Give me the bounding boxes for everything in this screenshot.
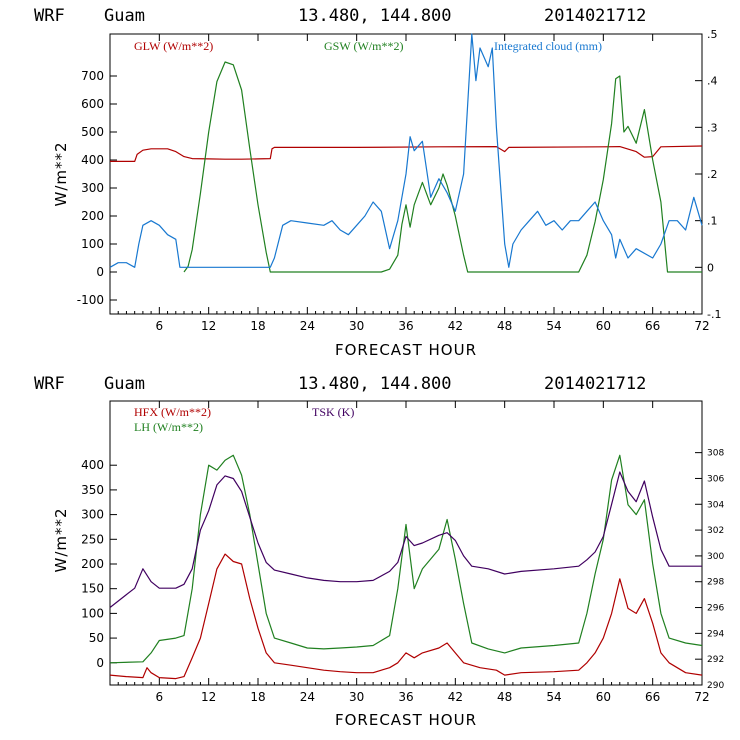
legend-gsw: GSW (W/m**2) bbox=[324, 39, 403, 53]
series-group bbox=[109, 33, 703, 273]
y2-tick-label: .4 bbox=[707, 75, 718, 88]
legend-lh: LH (W/m**2) bbox=[134, 420, 203, 434]
x-tick-label: 60 bbox=[596, 319, 611, 333]
x-tick-label: 6 bbox=[156, 319, 164, 333]
x-tick-label: 36 bbox=[398, 319, 413, 333]
y-tick-label: 250 bbox=[81, 532, 104, 546]
y-tick-label: 700 bbox=[81, 69, 104, 83]
x-tick-label: 30 bbox=[349, 319, 364, 333]
x-tick-label: 66 bbox=[645, 319, 660, 333]
x-tick-label: 60 bbox=[596, 690, 611, 704]
y-tick-label: 50 bbox=[89, 631, 104, 645]
y-tick-label: 400 bbox=[81, 458, 104, 472]
x-tick-label: 30 bbox=[349, 690, 364, 704]
x-tick-label: 12 bbox=[201, 319, 216, 333]
header-model: WRF bbox=[34, 6, 65, 26]
series-hfx bbox=[109, 553, 703, 680]
header-init-time: 2014021712 bbox=[544, 6, 646, 26]
chart-panel-radiation: WRF Guam 13.480, 144.800 2014021712 6 12 1… bbox=[34, 6, 721, 359]
series-glw bbox=[110, 145, 703, 162]
y-tick-label: 0 bbox=[96, 265, 104, 279]
series-lh bbox=[109, 454, 703, 664]
legend-hfx: HFX (W/m**2) bbox=[134, 405, 211, 419]
series-tsk bbox=[109, 471, 702, 608]
legend-cloud: Integrated cloud (mm) bbox=[494, 39, 602, 53]
y2-tick-label: 298 bbox=[707, 578, 724, 588]
x-tick-label: 12 bbox=[201, 690, 216, 704]
y2-tick-label: -.1 bbox=[707, 308, 721, 321]
y-tick-label: 150 bbox=[81, 582, 104, 596]
y-tick-label: 200 bbox=[81, 209, 104, 223]
x-tick-label: 48 bbox=[497, 319, 512, 333]
y-tick-label: 350 bbox=[81, 483, 104, 497]
x-tick-label: 42 bbox=[448, 690, 463, 704]
y-tick-label: 400 bbox=[81, 153, 104, 167]
legend-glw: GLW (W/m**2) bbox=[134, 39, 213, 53]
y2-tick-label: 290 bbox=[707, 681, 724, 691]
header-model: WRF bbox=[34, 374, 65, 394]
header-init-time: 2014021712 bbox=[544, 374, 646, 394]
y2-tick-label: 0 bbox=[707, 261, 714, 274]
header-location: Guam bbox=[104, 374, 145, 394]
x-tick-label: 18 bbox=[250, 690, 265, 704]
header-location: Guam bbox=[104, 6, 145, 26]
y2-tick-label: 296 bbox=[707, 604, 724, 614]
y2-tick-label: 304 bbox=[707, 500, 724, 510]
y-tick-label: 100 bbox=[81, 237, 104, 251]
x-tick-label: 54 bbox=[546, 319, 561, 333]
y2-tick-label: 302 bbox=[707, 526, 724, 536]
y-tick-label: 100 bbox=[81, 606, 104, 620]
y2-tick-label: 300 bbox=[707, 552, 724, 562]
y-tick-label: 300 bbox=[81, 181, 104, 195]
x-tick-label: 18 bbox=[250, 319, 265, 333]
y-axis-label: W/m**2 bbox=[52, 141, 70, 206]
x-axis: 6 12 18 24 30 36 42 48 54 60 66 72 bbox=[117, 34, 710, 333]
chart-panel-fluxes: WRF Guam 13.480, 144.800 2014021712 6 12 1… bbox=[34, 374, 724, 729]
x-tick-label: 36 bbox=[398, 690, 413, 704]
legend-tsk: TSK (K) bbox=[312, 405, 354, 419]
y2-tick-label: 292 bbox=[707, 655, 724, 665]
y2-tick-label: 294 bbox=[707, 629, 724, 639]
y2-tick-label: .2 bbox=[707, 168, 718, 181]
y2-tick-label: 306 bbox=[707, 474, 724, 484]
y-axis-left: 0 50 100 150 200 250 300 350 400 bbox=[81, 458, 117, 670]
y-axis-right: 290 292 294 296 298 300 302 304 306 308 bbox=[695, 449, 724, 691]
y-axis-right: -.1 0 .1 .2 .3 .4 .5 bbox=[695, 28, 721, 321]
y2-tick-label: .1 bbox=[707, 215, 718, 228]
x-axis: 6 12 18 24 30 36 42 48 54 60 66 72 bbox=[117, 401, 710, 704]
y2-tick-label: .3 bbox=[707, 121, 718, 134]
x-tick-label: 24 bbox=[300, 319, 315, 333]
x-tick-label: 24 bbox=[300, 690, 315, 704]
y-tick-label: 0 bbox=[96, 656, 104, 670]
x-axis-label: FORECAST HOUR bbox=[335, 341, 477, 359]
header-coords: 13.480, 144.800 bbox=[298, 6, 452, 26]
x-tick-label: 6 bbox=[156, 690, 164, 704]
y-tick-label: 500 bbox=[81, 125, 104, 139]
x-tick-label: 48 bbox=[497, 690, 512, 704]
y-tick-label: 300 bbox=[81, 508, 104, 522]
x-tick-label: 54 bbox=[546, 690, 561, 704]
y-tick-label: -100 bbox=[77, 293, 104, 307]
y-tick-label: 200 bbox=[81, 557, 104, 571]
x-tick-label: 66 bbox=[645, 690, 660, 704]
y2-tick-label: 308 bbox=[707, 449, 724, 459]
y2-tick-label: .5 bbox=[707, 28, 718, 41]
x-tick-label: 72 bbox=[694, 319, 709, 333]
series-gsw bbox=[183, 61, 702, 273]
y-axis-label: W/m**2 bbox=[52, 507, 70, 572]
series-group bbox=[109, 454, 703, 680]
x-tick-label: 42 bbox=[448, 319, 463, 333]
header-coords: 13.480, 144.800 bbox=[298, 374, 452, 394]
x-tick-label: 72 bbox=[694, 690, 709, 704]
y-axis-left: -100 0 100 200 300 400 500 600 700 bbox=[77, 69, 117, 307]
x-axis-label: FORECAST HOUR bbox=[335, 711, 477, 729]
y-tick-label: 600 bbox=[81, 97, 104, 111]
series-integrated-cloud bbox=[109, 33, 703, 268]
